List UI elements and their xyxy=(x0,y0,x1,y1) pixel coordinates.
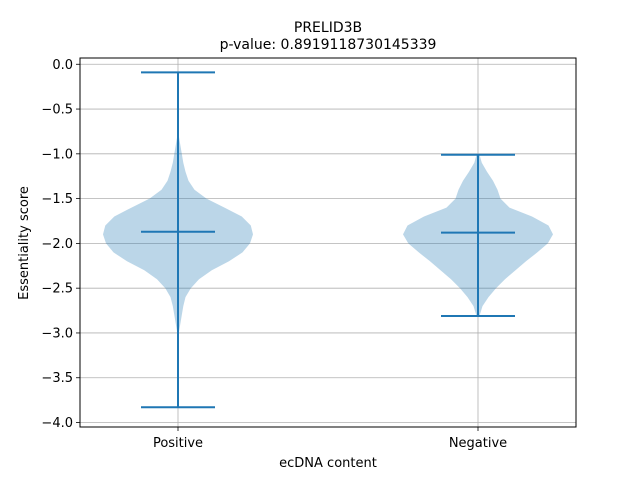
violin-layer xyxy=(103,71,553,409)
x-tick-layer: Positive Negative xyxy=(153,427,507,451)
x-axis-label: ecDNA content xyxy=(279,456,377,471)
x-tick-label: Negative xyxy=(449,436,507,451)
chart-title: PRELID3B xyxy=(294,20,362,36)
y-tick-label: −4.0 xyxy=(41,416,73,431)
y-tick-layer: 0.0 −0.5 −1.0 −1.5 −2.0 −2.5 −3.0 −3.5 −4.0 xyxy=(41,58,80,431)
y-axis-label: Essentiality score xyxy=(17,186,32,300)
chart-subtitle: p-value: 0.8919118730145339 xyxy=(220,37,437,53)
y-tick-label: −1.0 xyxy=(41,147,73,162)
y-tick-label: −2.5 xyxy=(41,282,73,297)
y-tick-label: 0.0 xyxy=(52,58,73,73)
y-tick-label: −0.5 xyxy=(41,103,73,118)
plot-frame xyxy=(79,57,577,428)
y-tick-label: −2.0 xyxy=(41,237,73,252)
y-tick-label: −1.5 xyxy=(41,192,73,207)
y-tick-label: −3.5 xyxy=(41,371,73,386)
y-tick-label: −3.0 xyxy=(41,326,73,341)
x-tick-label: Positive xyxy=(153,436,203,451)
